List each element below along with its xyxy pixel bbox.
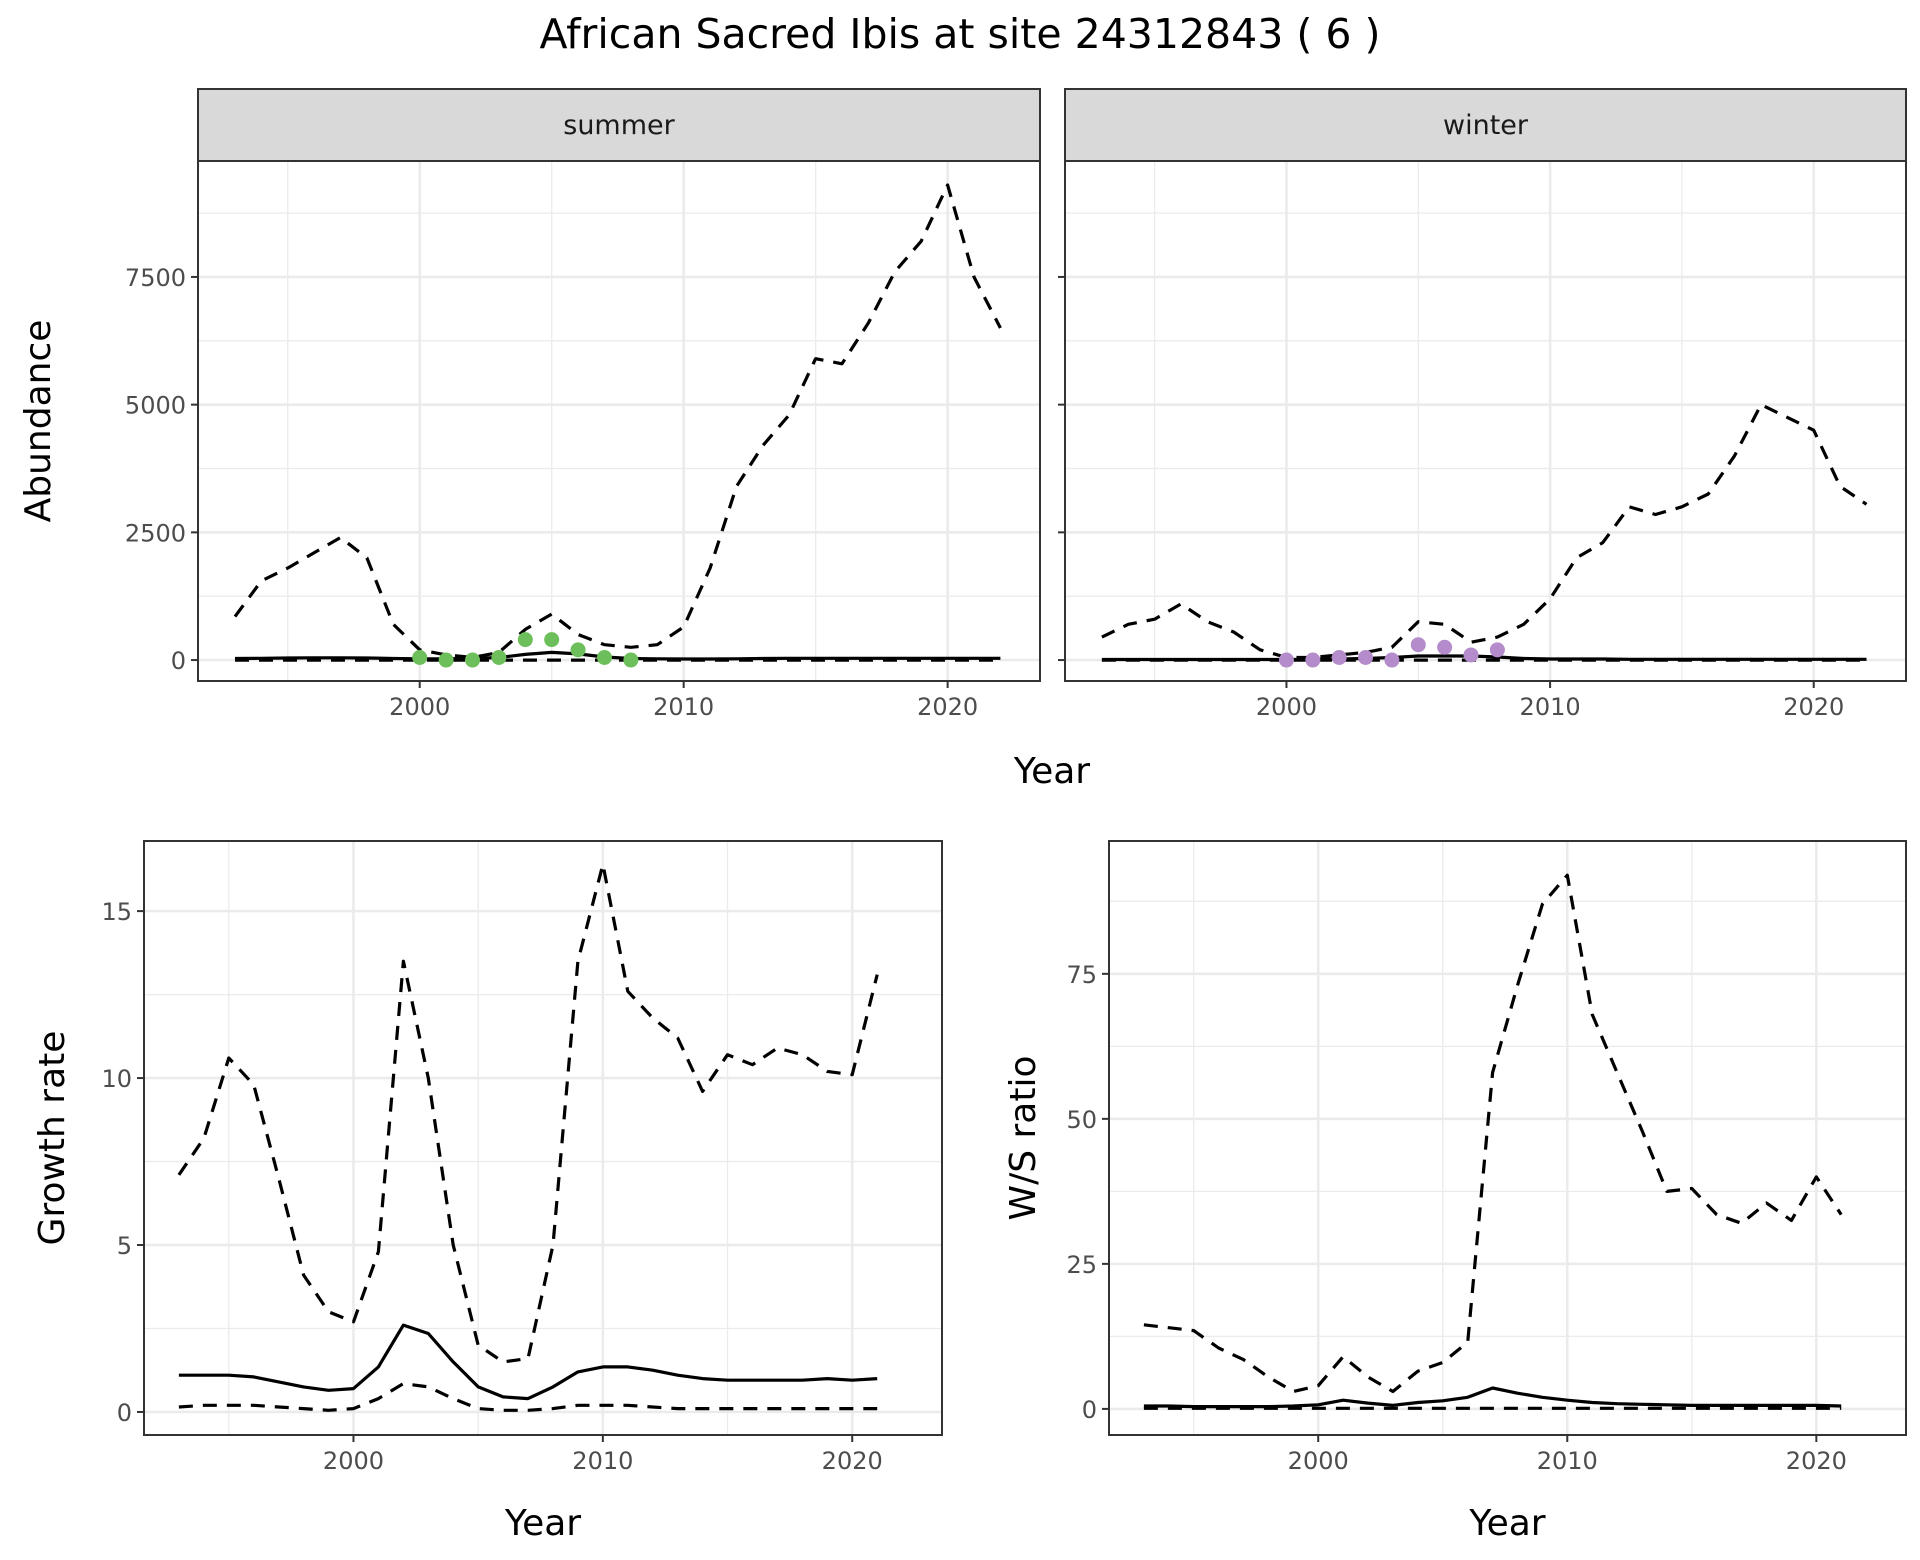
plot-background (144, 841, 942, 1435)
y-tick-label: 15 (101, 898, 132, 926)
series-line-median (178, 1323, 878, 1401)
x-tick-label: 2010 (653, 693, 714, 721)
chart-title: African Sacred Ibis at site 24312843 ( 6… (539, 10, 1381, 58)
data-point (623, 652, 639, 668)
y-axis-title: Growth rate (32, 1031, 73, 1246)
data-point (1305, 652, 1321, 668)
data-point (465, 652, 481, 668)
series-line-lower (178, 1382, 878, 1412)
y-axis-title: Abundance (18, 320, 59, 523)
panel-growth (137, 840, 943, 1442)
x-axis-title-top: Year (1013, 751, 1090, 792)
facet-strip (197, 88, 1041, 162)
data-point (1358, 650, 1374, 666)
x-tick-label: 2000 (389, 693, 450, 721)
panel-border (143, 840, 943, 1436)
y-tick-label: 5000 (125, 392, 186, 420)
y-tick-label: 10 (101, 1065, 132, 1093)
y-tick-label: 0 (1082, 1396, 1097, 1424)
data-point (1489, 642, 1505, 658)
facet-strip-label: summer (563, 110, 675, 141)
data-point (544, 632, 560, 648)
x-tick-label: 2010 (572, 1447, 633, 1475)
panel-ws (1102, 840, 1907, 1442)
x-axis-title: Year (1468, 1503, 1545, 1544)
data-point (570, 642, 586, 658)
series-line-upper (1101, 403, 1868, 660)
y-tick-label: 75 (1066, 961, 1097, 989)
data-point (1384, 652, 1400, 668)
data-point (1463, 647, 1479, 663)
y-tick-label: 7500 (125, 264, 186, 292)
y-tick-label: 5 (117, 1232, 132, 1260)
y-tick-label: 0 (171, 647, 186, 675)
data-point (517, 632, 533, 648)
y-axis-title: W/S ratio (1003, 1055, 1044, 1220)
x-tick-label: 2000 (1288, 1447, 1349, 1475)
facet-strip-label: winter (1443, 110, 1529, 141)
data-point (1410, 637, 1426, 653)
x-tick-label: 2010 (1537, 1447, 1598, 1475)
series-line-median (234, 650, 1001, 661)
panel-border (1108, 840, 1907, 1436)
plot-background (198, 161, 1040, 681)
plot-background (1065, 161, 1906, 681)
data-point (412, 650, 428, 666)
y-tick-label: 2500 (125, 519, 186, 547)
data-point (491, 650, 507, 666)
data-point (1437, 639, 1453, 655)
series-line-upper (1143, 873, 1843, 1394)
y-tick-label: 50 (1066, 1106, 1097, 1134)
x-tick-label: 2020 (1783, 693, 1844, 721)
x-tick-label: 2010 (1520, 693, 1581, 721)
y-tick-label: 25 (1066, 1251, 1097, 1279)
data-point (1331, 650, 1347, 666)
facet-strip (1064, 88, 1907, 162)
series-line-median (1143, 1386, 1842, 1409)
x-tick-label: 2020 (917, 693, 978, 721)
x-tick-label: 2000 (323, 1447, 384, 1475)
x-axis-title: Year (504, 1503, 581, 1544)
data-point (1278, 652, 1294, 668)
x-tick-label: 2020 (822, 1447, 883, 1475)
x-tick-label: 2000 (1256, 693, 1317, 721)
data-point (438, 652, 454, 668)
data-point (596, 650, 612, 666)
panel-summer (191, 88, 1041, 688)
panel-winter (1058, 88, 1907, 688)
x-tick-label: 2020 (1786, 1447, 1847, 1475)
plot-background (1109, 841, 1906, 1435)
y-tick-label: 0 (117, 1399, 132, 1427)
